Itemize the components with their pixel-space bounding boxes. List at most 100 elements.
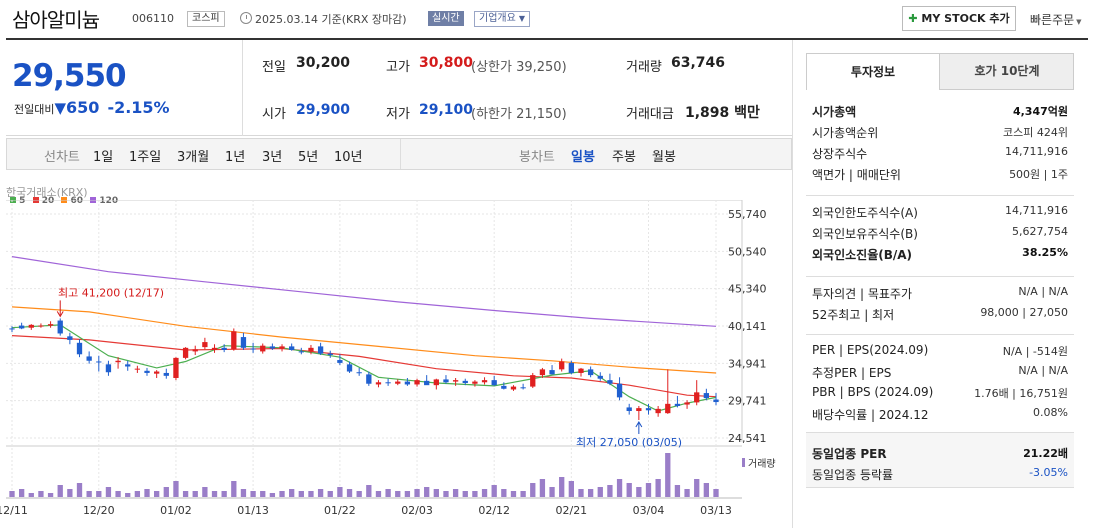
volume-bar [636,487,642,497]
candle-body [163,372,169,376]
moving-average-line [11,324,717,412]
tab-investment-info[interactable]: 투자정보 [806,53,940,90]
section-divider [806,334,1074,335]
info-row: 시가총액 4,347억원 [812,103,1068,123]
corp-info-dropdown[interactable]: 기업개요 ▼ [474,11,530,27]
volume-bar [192,491,198,497]
info-label: 외국인소진율(B/A) [812,248,913,262]
info-label: 52주최고 | 최저 [812,308,895,322]
info-row: 외국인보유주식수(B) 5,627,754 [812,225,1068,245]
tab-daily[interactable]: 일봉 [571,150,595,165]
market-badge: 코스피 [187,11,225,27]
quote-date: 2025.03.14 기준(KRX 장마감) [255,13,407,26]
moving-average-line [11,306,717,374]
volume-bar [105,487,112,497]
info-row: 액면가 | 매매단위 500원 | 1주 [812,166,1068,186]
chart-source: 한국거래소(KRX) [6,186,88,199]
high-value: 30,800 [419,55,474,71]
info-row: 상장주식수 14,711,916 [812,145,1068,165]
amount-unit: 백만 [734,105,760,121]
candle-body [356,372,362,374]
x-tick-label: 01/22 [324,504,356,517]
candle-body [38,325,44,327]
tab-1year[interactable]: 1년 [225,150,246,165]
volume-bar [694,479,700,497]
info-label: 동일업종 PER [812,447,887,461]
open-value: 29,900 [296,102,351,118]
volume-bar [173,481,179,497]
current-price: 29,550 [12,58,127,94]
info-row: PBR | BPS (2024.09) 1.76배 | 16,751원 [812,385,1068,405]
volume-bar [655,479,661,497]
upper-limit: (상한가 39,250) [471,60,567,75]
price-chart[interactable]: 55,740 50,540 45,340 40,141 34,941 29,741 24,5… [0,200,792,528]
volume-bar [134,491,141,497]
add-my-stock-button[interactable]: ✚ MY STOCK 추가 [902,6,1016,31]
prev-close-value: 30,200 [296,55,351,71]
info-value: 4,347억원 [1012,105,1068,118]
candle-body [694,392,700,403]
section-divider [806,432,1074,433]
info-row: 외국인한도주식수(A) 14,711,916 [812,204,1068,224]
candle-body [655,408,661,414]
candle-body [645,408,652,411]
candle-body [549,370,555,375]
low-annotation: 최저 27,050 (03/05) [576,436,682,449]
volume-bar [472,491,478,497]
low-value: 29,100 [419,102,474,118]
tab-5year[interactable]: 5년 [298,150,319,165]
realtime-badge[interactable]: 실시간 [428,11,464,26]
candle-body [395,381,401,384]
volume-bar [317,489,324,497]
tab-monthly[interactable]: 월봉 [652,150,676,165]
volume-bar [76,483,83,497]
volume-legend-swatch [742,458,745,467]
tab-weekly[interactable]: 주봉 [612,150,636,165]
volume-bar [86,491,92,497]
volume-bar [375,491,382,497]
volume-bar [414,489,420,497]
candle-body [134,368,141,370]
info-row: PER | EPS(2024.09) N/A | -514원 [812,343,1068,363]
moving-average-line [11,335,717,398]
tab-3month[interactable]: 3개월 [177,150,210,165]
tab-orderbook[interactable]: 호가 10단계 [974,64,1040,78]
info-value: 14,711,916 [1005,145,1068,158]
info-row: 시가총액순위 코스피 424위 [812,124,1068,144]
info-row: 추정PER | EPS N/A | N/A [812,364,1068,384]
info-label: 상장주식수 [812,147,868,161]
tab-1week[interactable]: 1주일 [129,150,162,165]
volume-bar [452,489,459,497]
high-arrow-head [56,311,64,318]
info-value: N/A | N/A [1018,285,1068,298]
info-row: 동일업종 PER 21.22배 [812,445,1068,465]
amount-value: 1,898 백만 [685,102,760,122]
volume-bar [607,485,613,497]
volume-bar [520,491,526,497]
info-row: 동일업종 등락률 -3.05% [812,466,1068,486]
x-tick-label: 03/04 [633,504,665,517]
tab-10year[interactable]: 10년 [334,150,363,165]
tab-3year[interactable]: 3년 [262,150,283,165]
info-value: 5,627,754 [1012,225,1068,238]
tab-1day[interactable]: 1일 [93,150,114,165]
info-label: 배당수익률 | 2024.12 [812,408,929,422]
quick-order-menu[interactable]: 빠른주문 ▼ [1030,11,1082,28]
change-pct: -2.15% [107,98,170,117]
volume-bar [202,487,208,497]
volume-bar [18,489,25,497]
candle-body [202,342,208,348]
x-tick-label: 02/03 [401,504,433,517]
low-label: 저가 [386,107,410,122]
volume-bar [260,491,266,497]
candle-body [462,380,468,384]
volume-bar [366,485,372,497]
candle-body [144,370,150,373]
volume-bar [9,491,15,497]
volume-bar [269,493,276,497]
y-tick-label: 34,941 [728,357,767,370]
info-value: 1.76배 | 16,751원 [974,387,1068,400]
moving-average-line [11,256,717,327]
info-label: PBR | BPS (2024.09) [812,385,934,399]
candle-body [192,349,198,352]
